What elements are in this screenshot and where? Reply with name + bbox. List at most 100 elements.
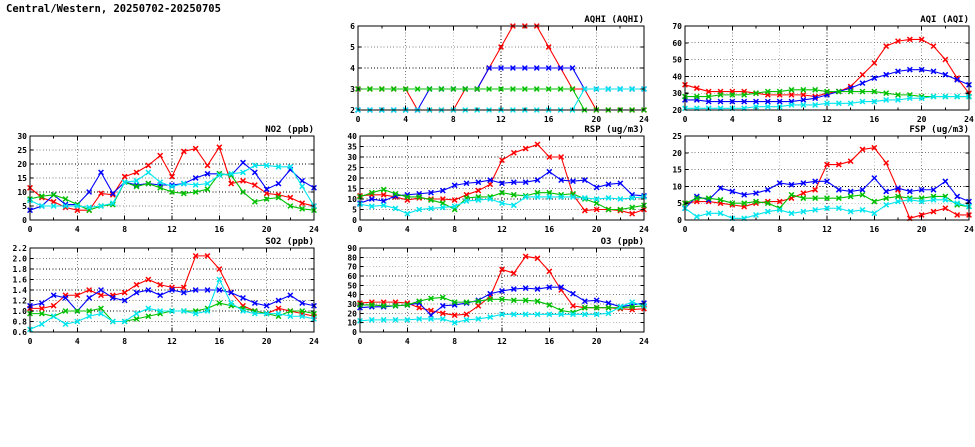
- x-tick-label: 0: [358, 337, 363, 346]
- chart-title-aqi: AQI (AQI): [920, 15, 969, 25]
- x-tick-label: 4: [75, 337, 80, 346]
- x-tick-label: 20: [262, 337, 272, 346]
- x-tick-label: 8: [452, 337, 457, 346]
- x-tick-label: 8: [122, 337, 127, 346]
- x-tick-label: 16: [870, 225, 880, 234]
- y-tick-label: 5: [350, 43, 355, 52]
- series-fsp-day3: [682, 191, 972, 212]
- chart-panel-fsp: 0 5 10 15 20 25 0 4 8 12 16 20 24 FSP (ug/m3): [655, 122, 975, 240]
- x-tick-label: 12: [167, 337, 177, 346]
- series-aqi-day2: [682, 66, 972, 105]
- x-tick-label: 20: [917, 115, 927, 124]
- x-tick-label: 12: [497, 225, 507, 234]
- series-o3-day4: [357, 299, 647, 326]
- y-tick-label: 2.0: [13, 255, 28, 264]
- y-tick-label: 35: [347, 143, 357, 152]
- x-tick-label: 24: [639, 337, 649, 346]
- y-tick-label: 6: [350, 22, 355, 31]
- y-tick-label: 30: [672, 89, 682, 98]
- x-tick-label: 4: [405, 225, 410, 234]
- y-tick-label: 0: [22, 216, 27, 225]
- y-tick-label: 90: [347, 244, 357, 253]
- y-tick-label: 1.8: [13, 265, 28, 274]
- y-tick-label: 5: [22, 202, 27, 211]
- y-tick-label: 20: [347, 309, 357, 318]
- y-tick-label: 70: [347, 263, 357, 272]
- x-tick-label: 0: [28, 337, 33, 346]
- y-tick-label: 50: [347, 281, 357, 290]
- y-tick-label: 1.6: [13, 276, 28, 285]
- y-tick-label: 60: [347, 272, 357, 281]
- y-tick-label: 25: [17, 146, 27, 155]
- x-tick-label: 20: [917, 225, 927, 234]
- y-tick-label: 30: [347, 153, 357, 162]
- plot-area-fsp: 0 5 10 15 20 25 0 4 8 12 16 20 24 FSP (ug/m3): [672, 125, 974, 234]
- x-tick-label: 0: [683, 225, 688, 234]
- plot-area-so2: 0.60.8 1.01.2 1.41.6 1.82.0 2.2 0 4 8 12 16 20 24 SO…: [13, 237, 319, 346]
- y-tick-label: 4: [350, 64, 355, 73]
- series-no2-day4: [27, 162, 317, 211]
- y-tick-label: 1.4: [13, 286, 28, 295]
- x-tick-label: 24: [639, 225, 649, 234]
- y-tick-label: 0.8: [13, 318, 28, 327]
- chart-title-o3: O3 (ppb): [601, 237, 644, 247]
- y-tick-label: 40: [347, 132, 357, 141]
- series-so2-day4: [27, 276, 317, 333]
- chart-panel-no2: 0 5 10 15 20 25 30 0 4 8 12 16 20 24 NO2 (ppb): [0, 122, 320, 240]
- plot-area-no2: 0 5 10 15 20 25 30 0 4 8 12 16 20 24 NO2 (ppb): [17, 125, 319, 234]
- plot-area-aqi: 20 30 40 50 60 70 0 4 8 12 16 20 24 AQI (AQI): [672, 15, 974, 124]
- y-tick-label: 3: [350, 85, 355, 94]
- y-tick-label: 2: [350, 106, 355, 115]
- x-tick-label: 8: [122, 225, 127, 234]
- y-tick-label: 70: [672, 22, 682, 31]
- y-tick-label: 1.0: [13, 307, 28, 316]
- plot-area-aqhi: 2 3 4 5 6 0 4 8 12 16 20 24 AQHI (AQHI): [350, 15, 649, 124]
- x-tick-label: 8: [451, 115, 456, 124]
- y-tick-label: 20: [672, 106, 682, 115]
- x-tick-label: 4: [403, 115, 408, 124]
- x-tick-label: 12: [822, 225, 832, 234]
- series-rsp-day4: [357, 193, 647, 217]
- y-tick-label: 5: [352, 206, 357, 215]
- x-tick-label: 12: [497, 337, 507, 346]
- x-tick-label: 16: [545, 225, 555, 234]
- x-tick-label: 8: [777, 115, 782, 124]
- x-tick-label: 0: [356, 115, 361, 124]
- chart-title-rsp: RSP (ug/m3): [584, 125, 644, 135]
- y-tick-label: 40: [347, 291, 357, 300]
- x-tick-label: 12: [167, 225, 177, 234]
- x-tick-label: 16: [870, 115, 880, 124]
- x-tick-label: 24: [964, 225, 974, 234]
- x-tick-label: 4: [730, 115, 735, 124]
- x-tick-label: 0: [683, 115, 688, 124]
- y-tick-label: 0: [352, 216, 357, 225]
- chart-panel-o3: 0 10 20 30 40 50 60 70 80 90 0 4 8 12 16 20 24 O3 (ppb): [330, 234, 650, 352]
- chart-title-so2: SO2 (ppb): [265, 237, 314, 247]
- x-tick-label: 12: [496, 115, 506, 124]
- x-tick-label: 12: [822, 115, 832, 124]
- chart-title-no2: NO2 (ppb): [265, 125, 314, 135]
- y-tick-label: 30: [347, 300, 357, 309]
- y-tick-label: 80: [347, 253, 357, 262]
- x-tick-label: 16: [545, 337, 555, 346]
- y-tick-label: 10: [347, 195, 357, 204]
- y-tick-label: 15: [347, 185, 357, 194]
- x-tick-label: 0: [28, 225, 33, 234]
- x-tick-label: 16: [544, 115, 554, 124]
- chart-panel-aqi: 20 30 40 50 60 70 0 4 8 12 16 20 24 AQI (AQI): [655, 12, 975, 130]
- y-tick-label: 20: [672, 149, 682, 158]
- chart-panel-aqhi: 2 3 4 5 6 0 4 8 12 16 20 24 AQHI (AQHI): [330, 12, 650, 130]
- y-tick-label: 10: [347, 319, 357, 328]
- y-tick-label: 25: [347, 164, 357, 173]
- chart-panel-so2: 0.6 0.8 1.0 1.2 1.4 1.6 1.8 2.0 2.2 0 4 8 12 16 20 24 SO…: [0, 234, 320, 352]
- y-tick-label: 0.6: [13, 328, 28, 337]
- y-tick-label: 5: [677, 199, 682, 208]
- x-tick-label: 20: [592, 225, 602, 234]
- x-tick-label: 24: [639, 115, 649, 124]
- y-tick-label: 1.2: [13, 297, 28, 306]
- y-tick-label: 0: [677, 216, 682, 225]
- chart-title-fsp: FSP (ug/m3): [909, 125, 969, 135]
- x-tick-label: 16: [215, 337, 225, 346]
